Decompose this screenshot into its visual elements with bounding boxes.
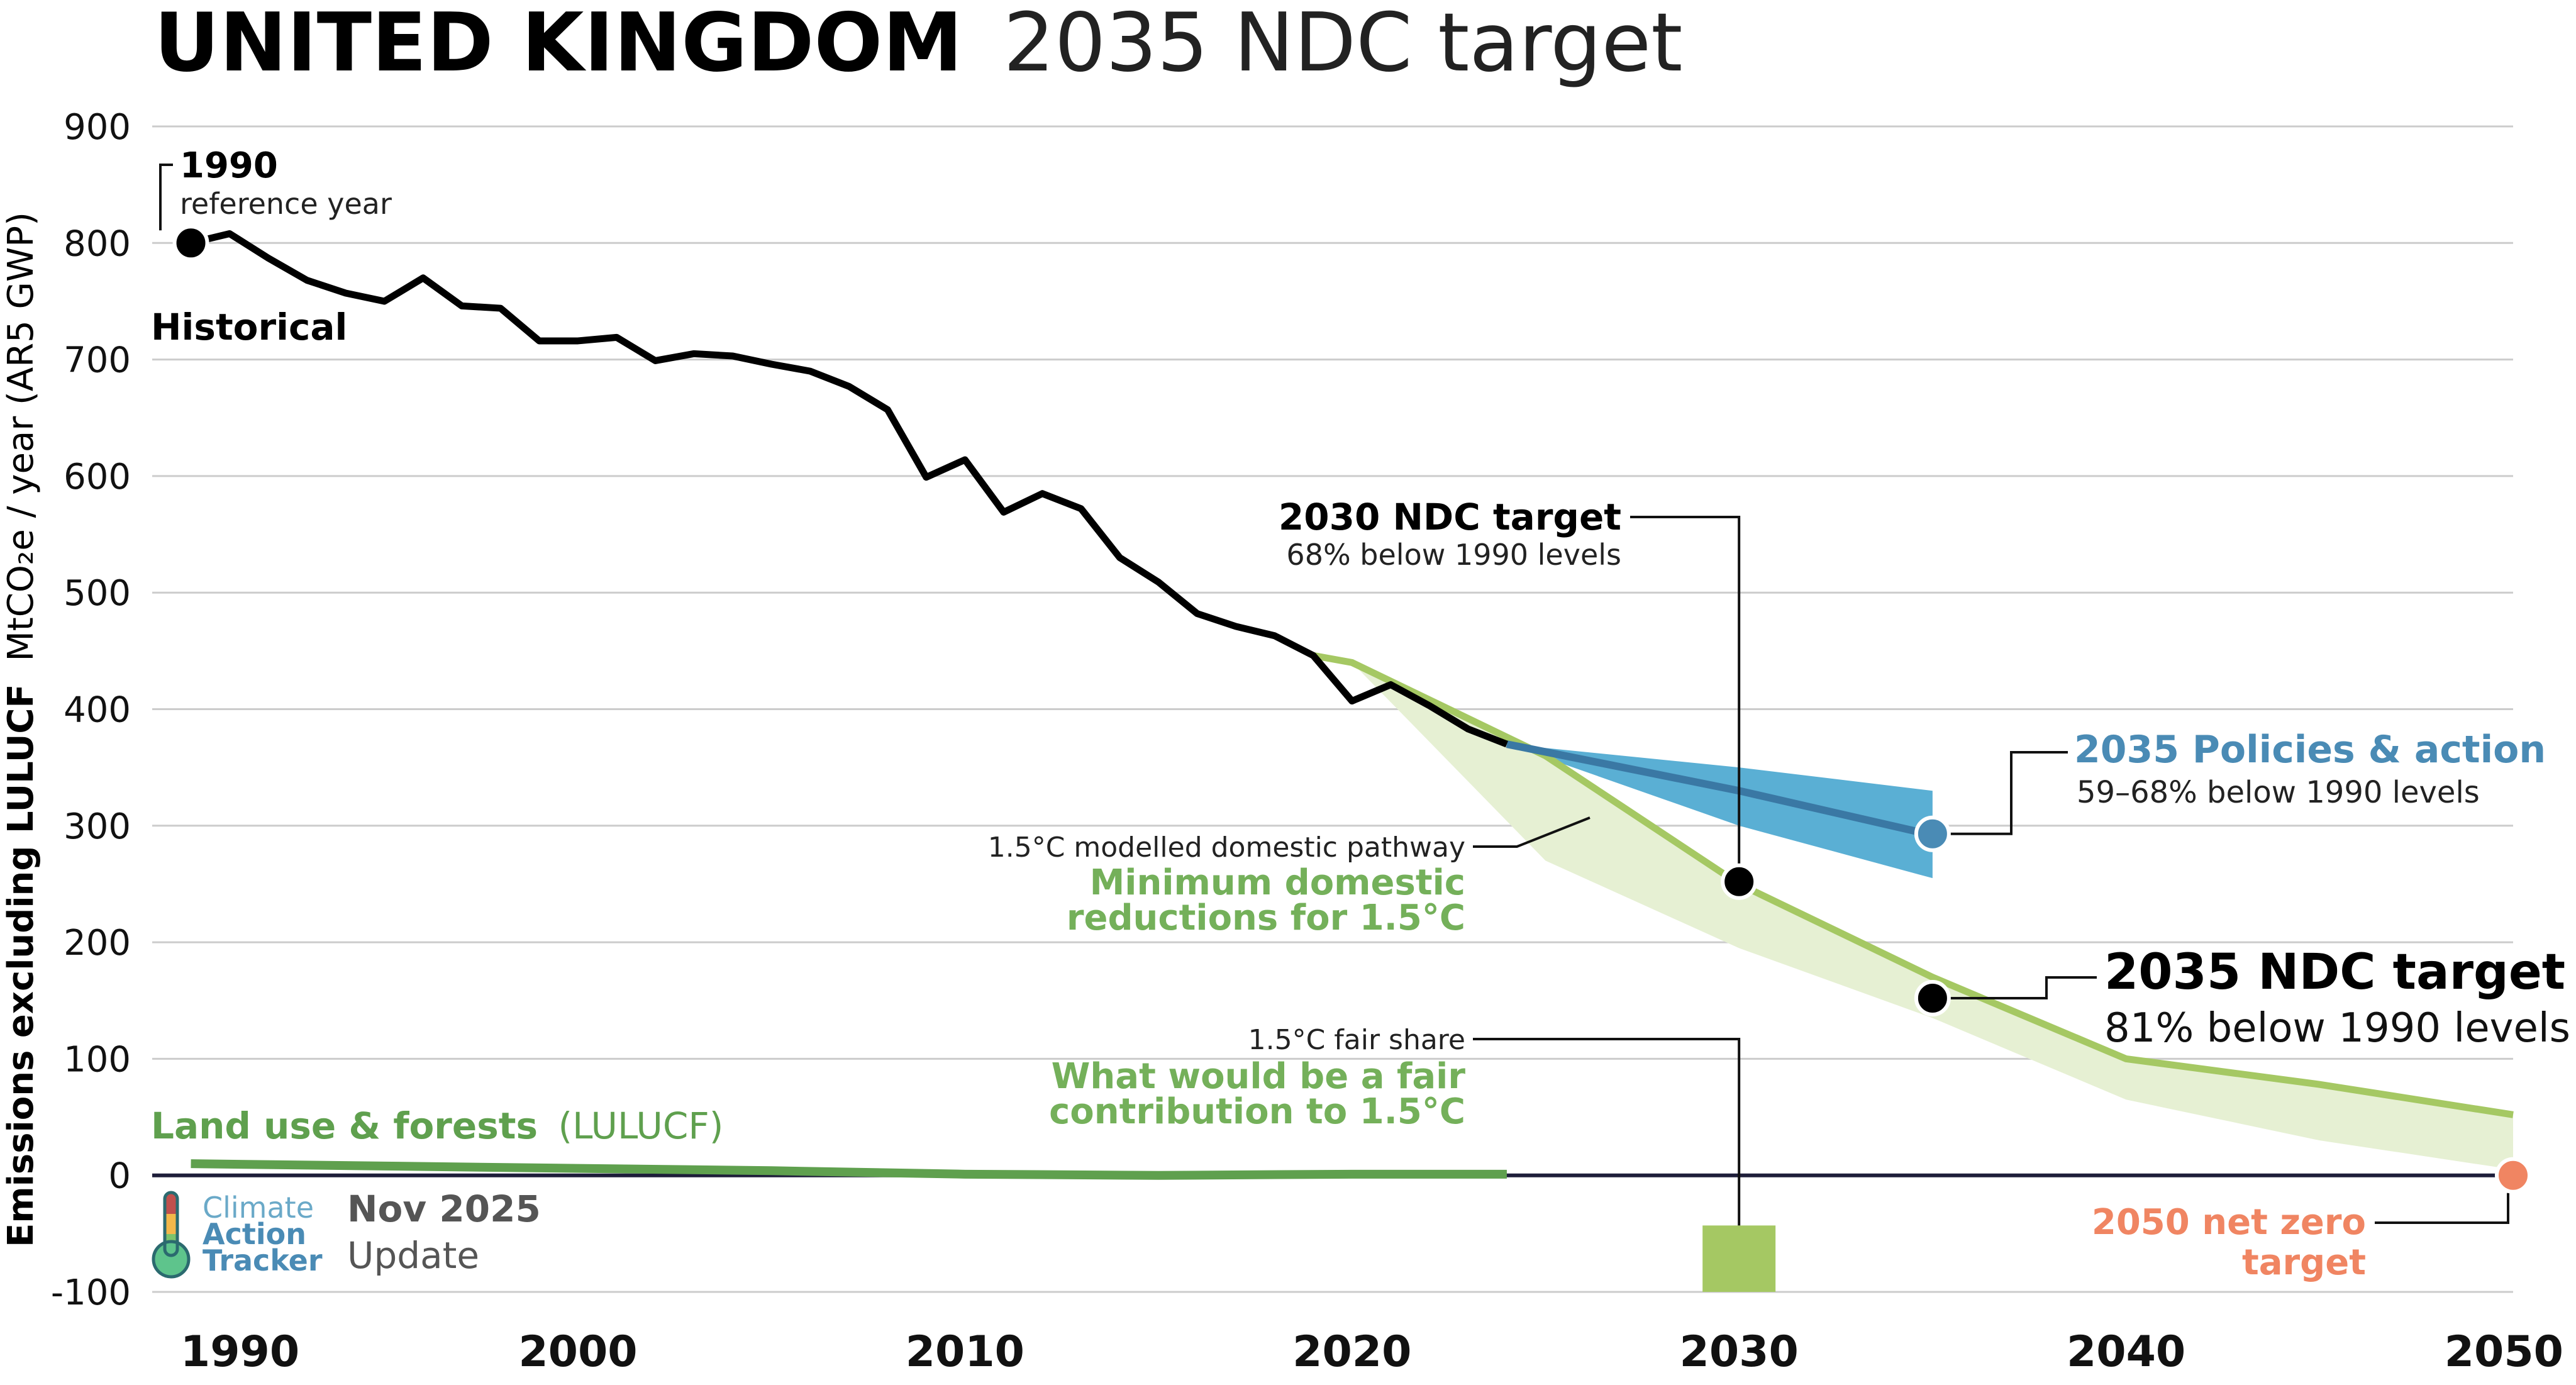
min-domestic-label-1: Minimum domestic	[1090, 862, 1465, 903]
ref-year-connector	[159, 164, 173, 231]
lulucf-label-paren: (LULUCF)	[558, 1104, 723, 1147]
y-tick-labels: -100 0 100 200 300 400 500 600 700 800 900	[51, 107, 131, 1313]
y-tick-label: 100	[64, 1039, 131, 1080]
fair-share-rect	[1702, 1225, 1776, 1292]
y-axis-label-unit: MtCO₂e / year (AR5 GWP)	[1, 212, 42, 661]
ndc2035-connector	[1945, 976, 2097, 1000]
ndc2030-sublabel: 68% below 1990 levels	[1286, 538, 1621, 572]
pathway-line	[1313, 652, 2514, 1118]
ndc2030-label: 2030 NDC target	[1279, 496, 1621, 538]
ndc2035-label: 2035 NDC target	[2104, 944, 2565, 1001]
logo-word-action: Action	[203, 1217, 306, 1251]
y-tick-label: 800	[64, 223, 131, 264]
historical-line	[190, 230, 1508, 748]
y-tick-label: 300	[64, 806, 131, 847]
fair-share-green-1: What would be a fair	[1052, 1056, 1466, 1097]
data-marker	[1914, 980, 1951, 1017]
x-tick-label: 1990	[180, 1327, 299, 1377]
x-tick-label: 2040	[2067, 1327, 2185, 1377]
lulucf-label-bold: Land use & forests	[151, 1104, 538, 1147]
lulucf-line	[191, 1159, 1507, 1180]
y-tick-label: 700	[64, 340, 131, 381]
x-tick-label: 2030	[1680, 1327, 1799, 1377]
x-tick-label: 2050	[2445, 1327, 2563, 1377]
ndc2035-sublabel: 81% below 1990 levels	[2104, 1005, 2570, 1052]
policies-connector	[1945, 751, 2068, 835]
cat-logo: Climate Action Tracker Nov 2025 Update	[152, 1188, 541, 1279]
fair-share-connector	[1473, 1038, 1741, 1226]
y-axis-label: Emissions excluding LULUCF MtCO₂e / year…	[1, 212, 42, 1247]
y-tick-label: 500	[64, 573, 131, 614]
chart-title: UNITED KINGDOM 2035 NDC target	[154, 0, 1682, 90]
net-zero-label-2: target	[2242, 1242, 2366, 1283]
connector-lines	[159, 164, 2509, 1226]
data-marker	[2495, 1157, 2531, 1194]
x-tick-labels: 1990 2000 2010 2020 2030 2040 2050	[180, 1327, 2563, 1377]
policies-label: 2035 Policies & action	[2074, 728, 2546, 772]
x-tick-label: 2010	[906, 1327, 1024, 1377]
series-lines	[152, 230, 2514, 1180]
min-domestic-label-2: reductions for 1.5°C	[1067, 898, 1465, 938]
ref-year-sublabel: reference year	[180, 187, 392, 221]
title-bold: UNITED KINGDOM	[154, 0, 963, 90]
data-marker	[1721, 863, 1758, 900]
y-tick-label: -100	[51, 1272, 131, 1313]
historical-label: Historical	[151, 306, 347, 348]
fair-share-green-2: contribution to 1.5°C	[1049, 1091, 1465, 1132]
net-zero-connector	[2375, 1193, 2509, 1224]
y-tick-label: 0	[108, 1156, 131, 1197]
x-tick-label: 2000	[518, 1327, 637, 1377]
ref-year-label: 1990	[180, 145, 278, 186]
x-tick-label: 2020	[1292, 1327, 1411, 1377]
markers	[172, 225, 2531, 1194]
net-zero-label-1: 2050 net zero	[2092, 1202, 2366, 1243]
ndc2030-connector	[1630, 516, 1741, 882]
fair-share-label: 1.5°C fair share	[1248, 1024, 1465, 1056]
policies-band	[1506, 744, 1933, 879]
y-tick-label: 400	[64, 690, 131, 731]
data-marker	[1914, 815, 1951, 852]
lulucf-label: Land use & forests (LULUCF)	[151, 1104, 723, 1147]
update-label: Update	[347, 1234, 479, 1277]
y-tick-label: 200	[64, 923, 131, 964]
y-tick-label: 600	[64, 457, 131, 498]
y-tick-label: 900	[64, 107, 131, 148]
y-axis-label-bold: Emissions excluding LULUCF	[1, 684, 42, 1247]
update-date: Nov 2025	[347, 1188, 541, 1230]
thermometer-icon	[152, 1191, 191, 1279]
modelled-pathway-label: 1.5°C modelled domestic pathway	[988, 832, 1465, 864]
logo-word-climate: Climate	[203, 1191, 314, 1225]
fair-share-bar	[1702, 1225, 1776, 1292]
policies-sublabel: 59–68% below 1990 levels	[2077, 775, 2480, 810]
modelled-connector	[1473, 816, 1591, 848]
title-rest: 2035 NDC target	[1003, 0, 1682, 90]
data-marker	[172, 225, 209, 262]
logo-word-tracker: Tracker	[203, 1243, 323, 1277]
